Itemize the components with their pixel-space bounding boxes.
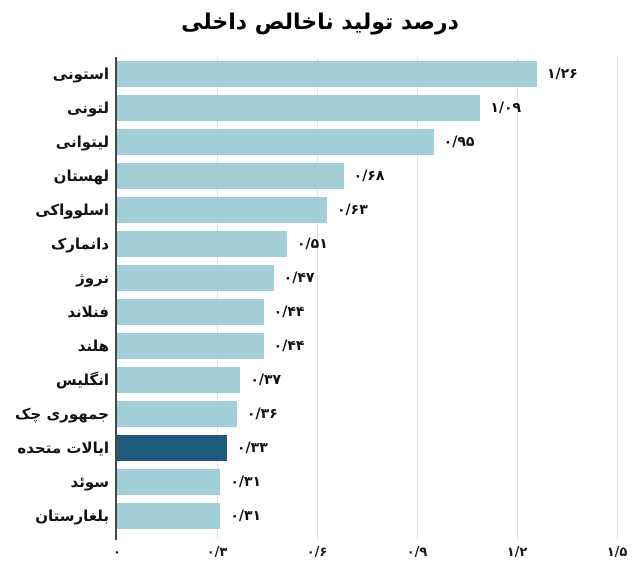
bar-row: ۰/۴۴ <box>117 295 640 329</box>
bar <box>117 129 434 155</box>
gridline <box>217 57 218 540</box>
bar-value-label: ۰/۶۸ <box>353 168 385 184</box>
bar-row: ۰/۳۱ <box>117 499 640 533</box>
x-tick-label: ۱/۵ <box>606 545 628 560</box>
x-tick-label: ۰ <box>113 545 121 560</box>
bar <box>117 95 481 121</box>
bar-value-label: ۱/۰۹ <box>490 100 522 116</box>
bar-row: ۰/۳۷ <box>117 363 640 397</box>
category-labels: استونی لتونی لیتوانی لهستان اسلوواکی دانمارک ن… <box>0 0 109 574</box>
bar-value-label: ۰/۹۵ <box>443 134 475 150</box>
category-label: سوئد <box>70 473 109 491</box>
bar <box>117 367 241 393</box>
bar-value-label: ۰/۳۱ <box>230 508 262 524</box>
bar-value-label: ۰/۴۷ <box>283 270 315 286</box>
bar-row: ۰/۹۵ <box>117 125 640 159</box>
bar-value-label: ۰/۵۱ <box>297 236 328 252</box>
gridline <box>417 57 418 540</box>
bar <box>117 401 237 427</box>
x-tick-label: ۰/۳ <box>206 545 228 560</box>
bar <box>117 265 274 291</box>
x-tick-label: ۱/۲ <box>506 545 528 560</box>
plot-area: ۰ ۰/۳ ۰/۶ ۰/۹ ۱/۲ ۱/۵ ۱/۲۶ ۱/۰۹ ۰/۹۵ ۰/۶۸ ۰/۶۳ ۰/۵۱… <box>113 57 640 560</box>
bar-row: ۱/۲۶ <box>117 57 640 91</box>
bar-highlighted <box>117 435 227 461</box>
category-label: انگلیس <box>56 371 109 389</box>
category-label: لهستان <box>53 167 109 185</box>
bar <box>117 503 221 529</box>
gridline <box>617 57 618 540</box>
bar-value-label: ۰/۳۷ <box>250 372 282 388</box>
category-label: نروژ <box>76 269 109 287</box>
bar <box>117 61 537 87</box>
category-label: جمهوری چک <box>15 405 109 423</box>
x-tick-label: ۰/۹ <box>406 545 428 560</box>
category-label: هلند <box>77 337 109 355</box>
category-label: لیتوانی <box>55 133 109 151</box>
x-tick-label: ۰/۶ <box>306 545 328 560</box>
bar-value-label: ۰/۴۴ <box>273 338 305 354</box>
bar <box>117 299 264 325</box>
gridline <box>317 57 318 540</box>
bar-value-label: ۰/۴۴ <box>273 304 305 320</box>
bar-value-label: ۰/۳۳ <box>237 440 268 456</box>
bar-row: ۰/۳۳ <box>117 431 640 465</box>
category-label: استونی <box>52 65 109 83</box>
bar-row: ۰/۳۱ <box>117 465 640 499</box>
bar-row: ۰/۴۷ <box>117 261 640 295</box>
bar-row: ۰/۳۶ <box>117 397 640 431</box>
bar <box>117 163 344 189</box>
bar-value-label: ۱/۲۶ <box>547 66 578 82</box>
bar-row: ۱/۰۹ <box>117 91 640 125</box>
category-label: اسلوواکی <box>35 201 109 219</box>
bar-row: ۰/۶۳ <box>117 193 640 227</box>
bar <box>117 333 264 359</box>
bar <box>117 469 221 495</box>
gridline <box>517 57 518 540</box>
category-label: بلغارستان <box>35 507 109 525</box>
bar-row: ۰/۵۱ <box>117 227 640 261</box>
bar <box>117 197 327 223</box>
bar-value-label: ۰/۳۱ <box>230 474 262 490</box>
category-label: فنلاند <box>67 303 109 321</box>
bar <box>117 231 287 257</box>
bar-row: ۰/۶۸ <box>117 159 640 193</box>
category-label: دانمارک <box>50 235 109 253</box>
chart-title: درصد تولید ناخالص داخلی <box>181 10 459 35</box>
y-axis-line <box>115 57 117 540</box>
category-label: لتونی <box>67 99 109 117</box>
category-label: ایالات متحده <box>17 439 109 457</box>
bar-value-label: ۰/۶۳ <box>337 202 368 218</box>
bar-row: ۰/۴۴ <box>117 329 640 363</box>
bar-value-label: ۰/۳۶ <box>247 406 278 422</box>
